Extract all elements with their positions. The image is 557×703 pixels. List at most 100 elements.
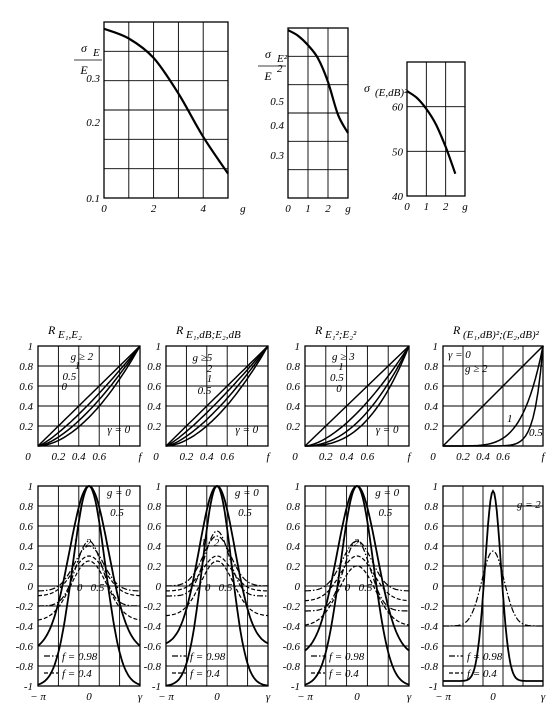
series-line — [165, 560, 269, 617]
title-subscript: (E₁,dB)²;(E₂,dB)² — [463, 329, 540, 341]
annotation-label: 1 — [207, 373, 213, 385]
y-tick-label: 0.1 — [86, 193, 100, 205]
y-tick-label: 60 — [392, 102, 404, 114]
legend-label: f = 0.4 — [62, 668, 92, 680]
annotation-label: 2 — [207, 363, 213, 375]
annotation-label: 0.5 — [110, 507, 124, 519]
chart-panel-10: 1 0.8 0.6 0.4 0.2 0 -0.2 -0.4 -0.6 -0.8 -1− π 0 γ g =… — [283, 481, 412, 703]
chart-panel-1: 0.1 0.2 0.3 0 2 4 g σ EE — [74, 21, 246, 215]
series-line — [37, 560, 141, 621]
y-tick-label: 0.5 — [270, 96, 284, 108]
y-tick-label: -0.8 — [283, 661, 301, 673]
y-tick-label: 0.8 — [286, 361, 300, 373]
annotation-label: 0.5 — [238, 507, 252, 519]
annotation-label: 0.5 — [359, 582, 373, 594]
y-tick-label: 1 — [433, 341, 439, 353]
plot-frame — [103, 21, 229, 199]
x-tick-label: g — [345, 203, 351, 215]
chart-panel-2: 0.30.40.50 1 2 gσ E²E 2 — [258, 27, 351, 215]
chart-panel-4: 0.20.40.60.810 0.2 0.4 0.6 fR E₁,E₂g ≥ 210.50… — [19, 323, 143, 463]
annotation-label: 0 — [345, 582, 351, 594]
annotation-label: 0 — [336, 383, 342, 395]
x-tick-label: γ — [266, 691, 271, 703]
plot-frame — [406, 61, 466, 197]
x-tick-label: − π — [297, 691, 313, 703]
x-tick-label: 1 — [424, 201, 430, 213]
chart-title: σ E² E 2 — [258, 47, 288, 83]
y-tick-label: -1 — [429, 681, 438, 693]
y-tick-label: 0 — [156, 581, 162, 593]
y-tick-label: 0.6 — [147, 381, 161, 393]
x-tick-label: 0 — [354, 691, 360, 703]
series-line — [166, 535, 268, 587]
x-tick-label: 4 — [200, 203, 206, 215]
x-tick-label: 0.4 — [72, 451, 86, 463]
annotation-label: 1 — [507, 413, 513, 425]
series-line — [305, 345, 410, 447]
x-tick-label: 0.6 — [496, 451, 510, 463]
title-denominator: E — [79, 63, 88, 77]
y-tick-label: 0.2 — [424, 561, 438, 573]
legend-label: f = 0.98 — [329, 651, 365, 663]
series-line — [37, 555, 141, 597]
x-tick-label: 0 — [490, 691, 496, 703]
x-tick-label: 2 — [151, 203, 157, 215]
chart-panel-8: 1 0.8 0.6 0.4 0.2 0 -0.2 -0.4 -0.6 -0.8 -1− π 0 γ g =… — [16, 481, 143, 703]
x-tick-label: g — [240, 203, 246, 215]
series-line — [37, 345, 141, 447]
x-tick-label: 0 — [86, 691, 92, 703]
chart-title: R (E₁,dB)²;(E₂,dB)² — [452, 323, 540, 341]
annotation-label: γ = 0 — [376, 424, 399, 436]
y-tick-label: 0.6 — [19, 381, 33, 393]
series-line — [165, 345, 269, 447]
y-tick-label: -0.4 — [144, 621, 162, 633]
y-tick-label: 0 — [433, 581, 439, 593]
annotation-label: 0.5 — [529, 427, 543, 439]
y-tick-label: 0.4 — [270, 120, 284, 132]
title-sigma: σ — [81, 41, 88, 55]
x-tick-label: γ — [407, 691, 412, 703]
y-tick-label: 40 — [392, 191, 404, 203]
y-tick-label: 0.8 — [147, 361, 161, 373]
annotation-label: 0.5 — [62, 371, 76, 383]
title-sigma: σ — [364, 81, 371, 95]
y-tick-label: 0.4 — [424, 401, 438, 413]
x-tick-label: 2 — [325, 203, 331, 215]
series-line — [443, 550, 543, 627]
title-subscript: E₁²;E₂² — [324, 329, 357, 341]
series-line — [38, 545, 140, 592]
x-tick-label: γ — [138, 691, 143, 703]
x-tick-label: f — [266, 451, 271, 463]
series-line — [37, 485, 141, 647]
y-tick-label: 1 — [28, 481, 34, 493]
chart-panel-9: 1 0.8 0.6 0.4 0.2 0 -0.2 -0.4 -0.6 -0.8 -1− π 0 γ g =… — [144, 481, 271, 703]
annotation-label: 0.5 — [219, 582, 233, 594]
annotation-label: 1 — [75, 360, 81, 372]
series-line — [304, 345, 410, 447]
x-tick-label: f — [541, 451, 546, 463]
x-tick-label: 0.2 — [52, 451, 66, 463]
series-line — [165, 345, 269, 447]
y-tick-label: 1 — [156, 341, 162, 353]
legend-label: f = 0.98 — [62, 651, 98, 663]
series-line — [38, 540, 140, 607]
y-tick-label: 0.2 — [86, 117, 100, 129]
y-tick-label: 0.4 — [424, 541, 438, 553]
series-line — [103, 27, 229, 175]
annotation-label: 0 — [61, 381, 67, 393]
y-tick-label: -0.4 — [16, 621, 34, 633]
y-tick-label: 1 — [156, 481, 162, 493]
annotation-label: g ≥ 2 — [71, 351, 94, 363]
series-line — [305, 540, 409, 612]
y-tick-label: 0.8 — [19, 361, 33, 373]
legend: f = 0.98 f = 0.4 — [311, 651, 365, 680]
title-r: R — [314, 323, 323, 337]
annotation-label: 2 — [214, 537, 220, 549]
x-tick-label: 0.4 — [340, 451, 354, 463]
legend: f = 0.98 f = 0.4 — [172, 651, 226, 680]
y-tick-label: -1 — [24, 681, 33, 693]
x-tick-label: 0 — [430, 451, 436, 463]
y-tick-label: -1 — [152, 681, 161, 693]
